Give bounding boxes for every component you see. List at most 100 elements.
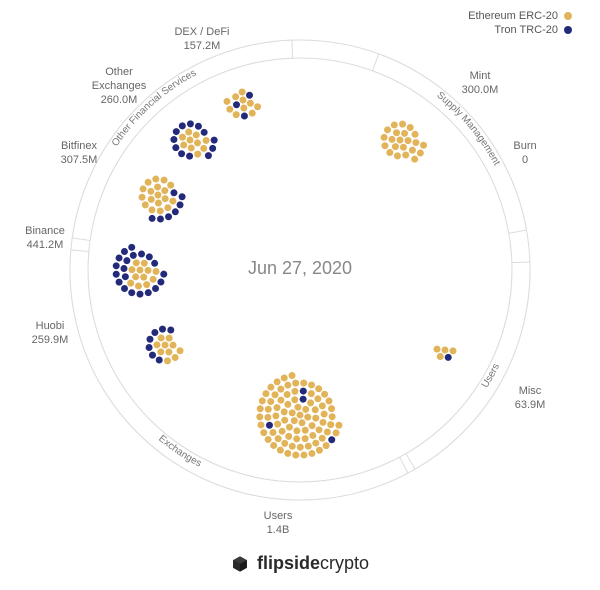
tron-dot-icon (149, 215, 156, 222)
eth-dot-icon (277, 447, 284, 454)
eth-dot-icon (170, 342, 177, 349)
tron-dot-icon (120, 265, 127, 272)
eth-dot-icon (258, 421, 265, 428)
cluster (113, 244, 168, 298)
eth-dot-icon (133, 259, 140, 266)
cluster (223, 88, 261, 119)
eth-dot-icon (393, 129, 400, 136)
eth-dot-icon (319, 435, 326, 442)
eth-dot-icon (140, 185, 147, 192)
eth-dot-icon (417, 150, 424, 157)
legend-row: Tron TRC-20 (468, 24, 572, 36)
eth-dot-icon (297, 444, 304, 451)
eth-dot-icon (329, 413, 336, 420)
tron-dot-icon (157, 216, 164, 223)
eth-dot-icon (172, 354, 179, 361)
tron-dot-icon (173, 128, 180, 135)
eth-dot-icon (167, 182, 174, 189)
eth-dot-icon (153, 341, 160, 348)
tron-dot-icon (151, 260, 158, 267)
eth-dot-icon (240, 97, 247, 104)
tron-dot-icon (152, 285, 159, 292)
tron-dot-icon (145, 289, 152, 296)
eth-dot-icon (281, 440, 288, 447)
eth-dot-icon (319, 419, 326, 426)
eth-dot-icon (285, 433, 292, 440)
eth-dot-icon (284, 450, 291, 457)
legend-dot-icon (564, 26, 572, 34)
brand-text: flipsidecrypto (257, 553, 369, 574)
tron-dot-icon (205, 152, 212, 159)
eth-dot-icon (284, 382, 291, 389)
eth-dot-icon (145, 267, 152, 274)
eth-dot-icon (437, 353, 444, 360)
eth-dot-icon (135, 283, 142, 290)
tron-dot-icon (128, 244, 135, 251)
tron-dot-icon (146, 344, 153, 351)
eth-dot-icon (384, 126, 391, 133)
eth-dot-icon (226, 106, 233, 113)
eth-dot-icon (381, 134, 388, 141)
eth-dot-icon (165, 349, 172, 356)
eth-dot-icon (164, 357, 171, 364)
tron-dot-icon (149, 352, 156, 359)
eth-dot-icon (142, 201, 149, 208)
eth-dot-icon (148, 196, 155, 203)
eth-dot-icon (132, 273, 139, 280)
eth-dot-icon (412, 139, 419, 146)
center-date: Jun 27, 2020 (200, 258, 400, 279)
tron-dot-icon (246, 92, 253, 99)
legend-row: Ethereum ERC-20 (468, 10, 572, 22)
eth-dot-icon (271, 391, 278, 398)
eth-dot-icon (162, 342, 169, 349)
eth-dot-icon (321, 411, 328, 418)
eth-dot-icon (128, 266, 135, 273)
eth-dot-icon (399, 121, 406, 128)
eth-dot-icon (166, 335, 173, 342)
eth-dot-icon (277, 386, 284, 393)
eth-dot-icon (265, 406, 272, 413)
eth-dot-icon (323, 442, 330, 449)
brand-cube-icon (231, 555, 249, 573)
eth-dot-icon (180, 142, 187, 149)
eth-dot-icon (302, 406, 309, 413)
tron-dot-icon (146, 336, 153, 343)
eth-dot-icon (264, 414, 271, 421)
eth-dot-icon (405, 137, 412, 144)
eth-dot-icon (150, 276, 157, 283)
eth-dot-icon (300, 380, 307, 387)
eth-dot-icon (259, 397, 266, 404)
tron-dot-icon (123, 257, 130, 264)
eth-dot-icon (139, 194, 146, 201)
eth-dot-icon (185, 129, 192, 136)
eth-dot-icon (247, 100, 254, 107)
eth-dot-icon (400, 144, 407, 151)
tron-dot-icon (233, 101, 240, 108)
tron-dot-icon (151, 329, 158, 336)
eth-dot-icon (309, 422, 316, 429)
eth-dot-icon (326, 398, 333, 405)
eth-dot-icon (262, 390, 269, 397)
eth-dot-icon (315, 385, 322, 392)
tron-dot-icon (211, 137, 218, 144)
eth-dot-icon (164, 204, 171, 211)
eth-dot-icon (157, 207, 164, 214)
eth-dot-icon (177, 347, 184, 354)
legend-dot-icon (564, 12, 572, 20)
tron-dot-icon (170, 189, 177, 196)
tron-dot-icon (167, 326, 174, 333)
tron-dot-icon (113, 271, 120, 278)
tron-dot-icon (241, 113, 248, 120)
eth-dot-icon (297, 412, 304, 419)
tron-dot-icon (178, 150, 185, 157)
legend-label: Tron TRC-20 (494, 24, 558, 36)
eth-dot-icon (299, 419, 306, 426)
eth-dot-icon (291, 417, 298, 424)
tron-dot-icon (121, 248, 128, 255)
circular-cluster-chart: ExchangesSupply ManagementUsersOther Fin… (0, 0, 600, 590)
tron-dot-icon (128, 289, 135, 296)
eth-dot-icon (274, 378, 281, 385)
sector-arc (70, 250, 408, 500)
eth-dot-icon (333, 429, 340, 436)
eth-dot-icon (256, 413, 263, 420)
